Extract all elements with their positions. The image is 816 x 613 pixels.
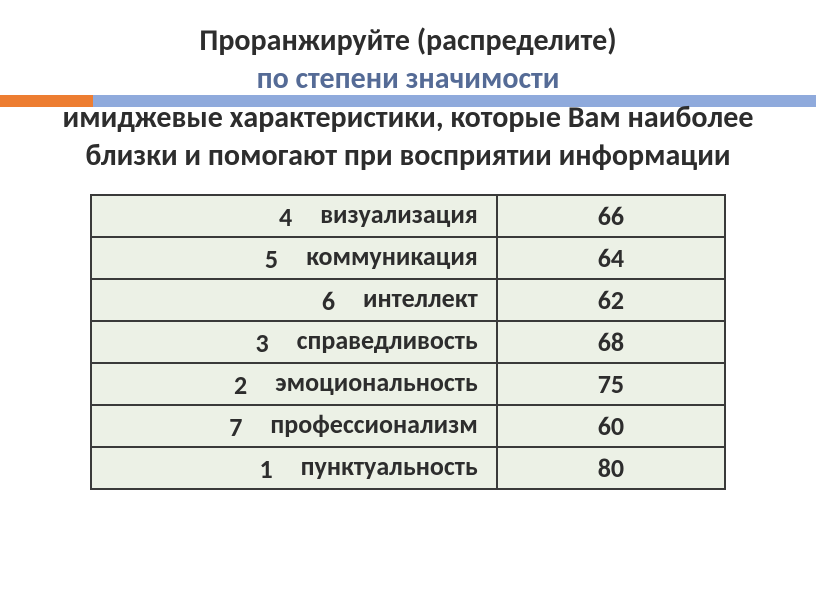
score-cell: 62 [497,279,725,321]
rank-number: 2 [234,369,275,401]
rank-label-cell: 2эмоциональность [91,363,497,405]
title-line-1a: Проранжируйте (распределите) [199,22,616,59]
ranking-table: 4визуализация665коммуникация646интеллект… [90,194,726,490]
score-cell: 60 [497,405,725,447]
rank-label-cell: 5коммуникация [91,237,497,279]
rank-label: профессионализм [270,408,477,440]
rank-label: эмоциональность [275,366,478,398]
score-cell: 66 [497,195,725,237]
score-cell: 68 [497,321,725,363]
rank-label-cell: 1пунктуальность [91,447,497,489]
rank-label-cell: 7профессионализм [91,405,497,447]
table-row: 6интеллект62 [91,279,725,321]
table-row: 7профессионализм60 [91,405,725,447]
rank-number: 6 [322,285,363,317]
score-cell: 64 [497,237,725,279]
table-row: 1пунктуальность80 [91,447,725,489]
rank-number: 7 [229,411,270,443]
score-cell: 80 [497,447,725,489]
table-row: 2эмоциональность75 [91,363,725,405]
rank-label-cell: 4визуализация [91,195,497,237]
table-row: 5коммуникация64 [91,237,725,279]
rank-number: 3 [255,327,296,359]
rank-number: 4 [279,201,320,233]
rank-label: интеллект [363,282,478,314]
table-row: 4визуализация66 [91,195,725,237]
rank-label-cell: 6интеллект [91,279,497,321]
title-line-1b: по степени значимости [257,60,560,97]
table-row: 3справедливость68 [91,321,725,363]
rank-label: справедливость [297,324,478,356]
rank-number: 1 [259,453,300,485]
ranking-table-wrap: 4визуализация665коммуникация646интеллект… [90,194,726,490]
rank-label-cell: 3справедливость [91,321,497,363]
rank-label: пунктуальность [301,450,478,482]
rank-label: коммуникация [306,240,478,272]
title-line-2: имиджевые характеристики, которые Вам на… [63,99,754,174]
slide-title: Проранжируйте (распределите) по степени … [0,0,816,176]
rank-number: 5 [265,243,306,275]
score-cell: 75 [497,363,725,405]
rank-label: визуализация [320,198,478,230]
